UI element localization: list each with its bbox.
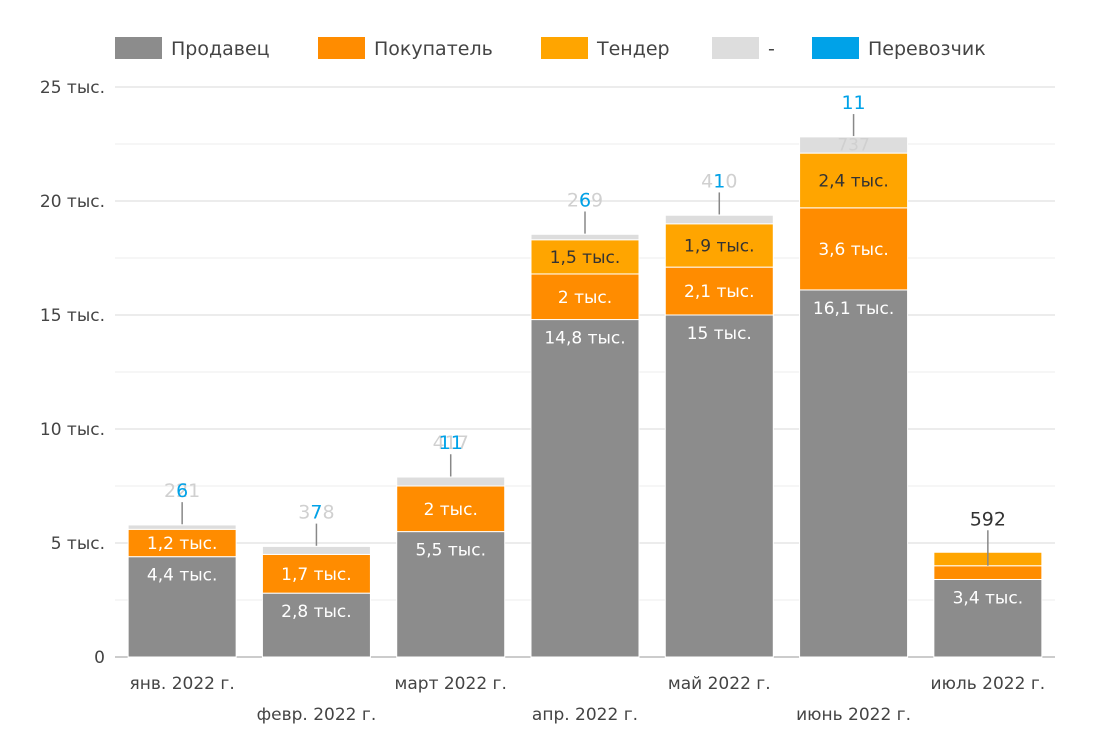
data-label: 11: [439, 432, 463, 454]
y-tick-label: 25 тыс.: [40, 78, 105, 98]
x-tick-label: февр. 2022 г.: [257, 705, 377, 725]
data-label: 269: [567, 189, 603, 211]
bar-segment[interactable]: [664, 213, 774, 225]
data-label: 1,5 тыс.: [550, 248, 621, 268]
legend-swatch: [318, 37, 365, 59]
bar-segment[interactable]: [127, 528, 237, 558]
data-label: 16,1 тыс.: [813, 299, 894, 319]
data-label: 15 тыс.: [687, 324, 752, 344]
data-label: 378: [298, 502, 334, 524]
bar-segment[interactable]: [799, 152, 909, 209]
legend-item-3[interactable]: -: [712, 37, 775, 60]
chart-legend: Продавец Покупатель Тендер - Перевозчик: [115, 37, 986, 60]
y-tick-label: 5 тыс.: [51, 534, 105, 554]
bar-segment[interactable]: [530, 239, 640, 275]
legend-label: Перевозчик: [868, 38, 986, 60]
y-tick-label: 10 тыс.: [40, 420, 105, 440]
data-label: 4,4 тыс.: [147, 566, 218, 586]
data-label: 7: [310, 502, 322, 524]
data-label: 2,4 тыс.: [818, 171, 889, 191]
x-tick-label: июль 2022 г.: [931, 674, 1046, 694]
x-tick-label: янв. 2022 г.: [130, 674, 235, 694]
data-label: 2 тыс.: [558, 288, 612, 308]
data-label: 592: [970, 508, 1006, 530]
data-label: 3,6 тыс.: [818, 240, 889, 260]
legend-label: Продавец: [171, 38, 270, 60]
y-tick-label: 0: [94, 648, 105, 668]
bar-segment[interactable]: [664, 213, 774, 216]
legend-item-0[interactable]: Продавец: [115, 37, 270, 60]
data-label: 737: [837, 136, 869, 156]
bar-segment[interactable]: [530, 273, 640, 321]
x-tick-label: апр. 2022 г.: [532, 705, 638, 725]
bar-segment[interactable]: [530, 319, 640, 658]
legend-item-2[interactable]: Тендер: [541, 37, 670, 60]
bar-segment[interactable]: [127, 556, 237, 658]
legend-label: Покупатель: [374, 38, 493, 60]
data-label: 11: [841, 92, 865, 114]
data-label: 221: [164, 480, 200, 502]
y-axis: 0 5 тыс. 10 тыс. 15 тыс. 20 тыс. 25 тыс.: [40, 78, 105, 668]
x-tick-label: июнь 2022 г.: [796, 705, 911, 725]
bar-group: 16,1 тыс. 3,6 тыс. 2,4 тыс. 737 11: [799, 92, 909, 658]
data-label: 2,1 тыс.: [684, 282, 755, 302]
bar-segment[interactable]: [396, 475, 506, 487]
bar-segment[interactable]: [261, 592, 371, 658]
data-label: 6: [176, 480, 188, 502]
legend-swatch: [812, 37, 859, 59]
bar-segment[interactable]: [933, 578, 1043, 658]
data-label: 2 тыс.: [424, 500, 478, 520]
legend-swatch: [541, 37, 588, 59]
x-axis: янв. 2022 г. февр. 2022 г. март 2022 г. апр…: [130, 674, 1046, 725]
bar-segment[interactable]: [261, 553, 371, 594]
legend-label: Тендер: [596, 38, 670, 60]
legend-label: -: [768, 38, 775, 60]
data-label: 602: [970, 508, 1006, 530]
data-label: 410: [701, 170, 737, 192]
data-label: 5,5 тыс.: [415, 541, 486, 561]
bar-segment[interactable]: [933, 565, 1043, 580]
data-label: 1,7 тыс.: [281, 565, 352, 585]
data-label: 14,8 тыс.: [544, 329, 625, 349]
data-label: 6: [579, 189, 591, 211]
x-tick-label: март 2022 г.: [395, 674, 507, 694]
bar-segment[interactable]: [799, 289, 909, 658]
legend-item-1[interactable]: Покупатель: [318, 37, 493, 60]
data-label: 3,4 тыс.: [953, 588, 1024, 608]
bar-segment[interactable]: [799, 207, 909, 291]
data-label: 1,2 тыс.: [147, 534, 218, 554]
data-label: 1,9 тыс.: [684, 236, 755, 256]
legend-swatch: [115, 37, 162, 59]
data-label: 417: [433, 432, 469, 454]
legend-item-4[interactable]: Перевозчик: [812, 37, 986, 60]
bar-segment[interactable]: [396, 531, 506, 658]
legend-swatch: [712, 37, 759, 59]
data-label: 1: [713, 170, 725, 192]
bar-segment[interactable]: [261, 545, 371, 555]
bar-segment[interactable]: [664, 314, 774, 658]
data-label: 2,8 тыс.: [281, 602, 352, 622]
x-tick-label: май 2022 г.: [668, 674, 771, 694]
y-tick-label: 20 тыс.: [40, 192, 105, 212]
y-tick-label: 15 тыс.: [40, 306, 105, 326]
